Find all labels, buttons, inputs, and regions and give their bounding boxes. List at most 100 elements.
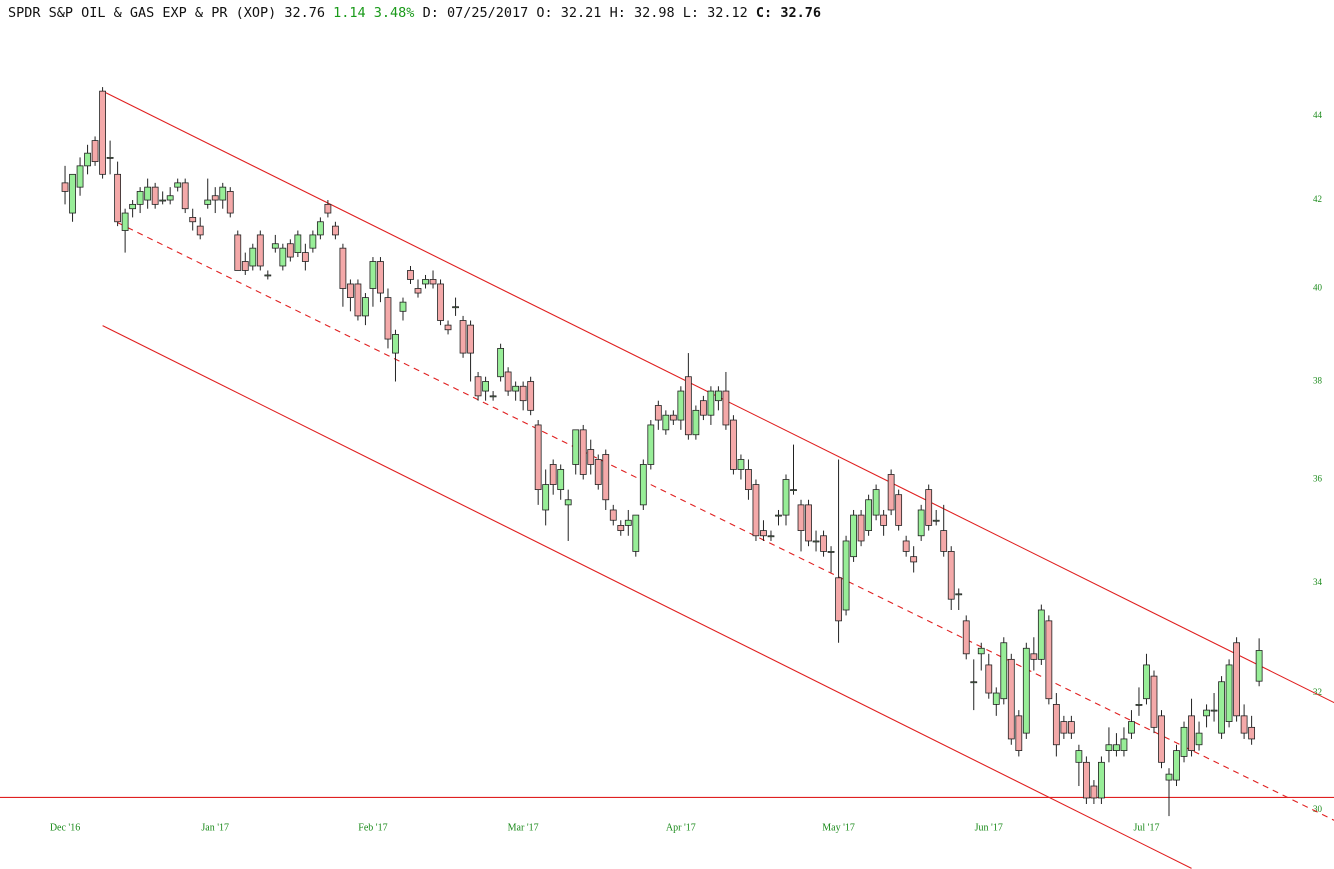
candle-body — [917, 509, 925, 537]
candle-body — [1248, 726, 1256, 740]
candle-body — [940, 530, 948, 552]
candle-body — [1255, 650, 1263, 682]
x-tick-label: Apr '17 — [666, 822, 696, 833]
candle-body — [1022, 647, 1030, 734]
candle-body — [684, 376, 692, 436]
candle-body — [369, 261, 377, 289]
candle-body — [1135, 704, 1143, 706]
candle-body — [962, 620, 970, 655]
candle-body — [1105, 744, 1113, 751]
candle-body — [782, 479, 790, 516]
candle-body — [677, 390, 685, 421]
candle-body — [392, 333, 399, 354]
trend-line — [117, 222, 1334, 821]
x-tick-label: Feb '17 — [358, 822, 387, 833]
candle-body — [797, 504, 805, 531]
candle-body — [422, 279, 429, 285]
candle-body — [512, 385, 520, 392]
candle-body — [602, 454, 610, 501]
candle-body — [331, 225, 339, 236]
candle-body — [842, 540, 850, 611]
candle-body — [174, 182, 182, 188]
candle-body — [1233, 642, 1240, 717]
candle-body — [1037, 609, 1045, 660]
candle-body — [564, 499, 572, 506]
symbol: SPDR S&P OIL & GAS EXP & PR (XOP) — [8, 5, 277, 21]
candle-body — [895, 494, 903, 526]
candle-body — [579, 429, 587, 475]
candle-body — [452, 306, 459, 309]
candle-body — [947, 551, 955, 600]
candle-body — [241, 261, 249, 271]
candle-body — [1173, 750, 1180, 781]
candle-body — [977, 647, 985, 655]
candle-body — [151, 186, 159, 205]
candle-body — [181, 182, 189, 210]
candle-body — [1218, 681, 1225, 734]
candle-body — [69, 173, 76, 214]
candle-body — [226, 191, 234, 214]
candle-body — [632, 514, 640, 552]
candle-body — [1225, 664, 1233, 722]
candle-body — [324, 203, 332, 214]
candle-body — [279, 247, 287, 267]
candle-body — [144, 186, 152, 201]
candle-body — [557, 469, 565, 491]
y-tick-label: 40 — [1313, 283, 1323, 293]
candle-body — [234, 234, 242, 271]
candle-body — [384, 297, 392, 340]
candle-body — [211, 195, 219, 201]
candle-body — [114, 173, 122, 223]
candle-body — [437, 283, 444, 321]
candle-body — [692, 409, 700, 436]
candle-body — [910, 556, 918, 563]
candle-body — [609, 509, 617, 521]
candle-body — [1052, 704, 1060, 746]
candle-body — [1120, 738, 1128, 751]
close-label: C: — [755, 5, 773, 21]
candle-body — [992, 692, 1000, 705]
candle-body — [362, 297, 369, 317]
candle-body — [745, 469, 752, 491]
candle-body — [699, 400, 707, 416]
candle-body — [1180, 726, 1188, 757]
x-tick-label: May '17 — [822, 822, 855, 833]
candle-body — [1203, 709, 1210, 717]
candle-body — [857, 514, 865, 542]
candle-body — [887, 474, 895, 511]
candle-body — [1150, 675, 1158, 728]
candle-body — [1195, 732, 1203, 746]
candle-body — [820, 535, 827, 552]
candle-body — [189, 216, 197, 223]
candle-body — [669, 414, 677, 421]
x-tick-label: Jul '17 — [1133, 822, 1159, 833]
high: H: 32.98 — [609, 5, 675, 21]
candle-body — [354, 283, 362, 317]
candle-body — [61, 182, 69, 192]
candle-body — [767, 535, 775, 538]
candle-body — [639, 464, 647, 506]
candle-body — [1000, 642, 1008, 700]
candle-body — [474, 376, 482, 397]
candle-body — [527, 381, 535, 411]
candle-body — [204, 199, 212, 205]
candle-body — [482, 381, 489, 392]
candle-body — [707, 390, 715, 416]
candle-body — [136, 191, 144, 205]
candle-body — [459, 320, 467, 354]
candle-body — [286, 243, 294, 258]
candle-body — [715, 390, 722, 402]
candle-body — [249, 247, 257, 267]
candle-body — [1015, 715, 1023, 751]
candle-body — [399, 301, 407, 312]
candle-body — [1128, 721, 1135, 734]
candle-body — [760, 530, 767, 537]
candle-body — [166, 195, 174, 201]
candle-body — [106, 156, 114, 159]
open: O: 32.21 — [536, 5, 602, 21]
candle-body — [497, 347, 505, 378]
candle-body — [467, 324, 474, 354]
candle-body — [812, 540, 820, 543]
close: 32.76 — [780, 5, 821, 21]
